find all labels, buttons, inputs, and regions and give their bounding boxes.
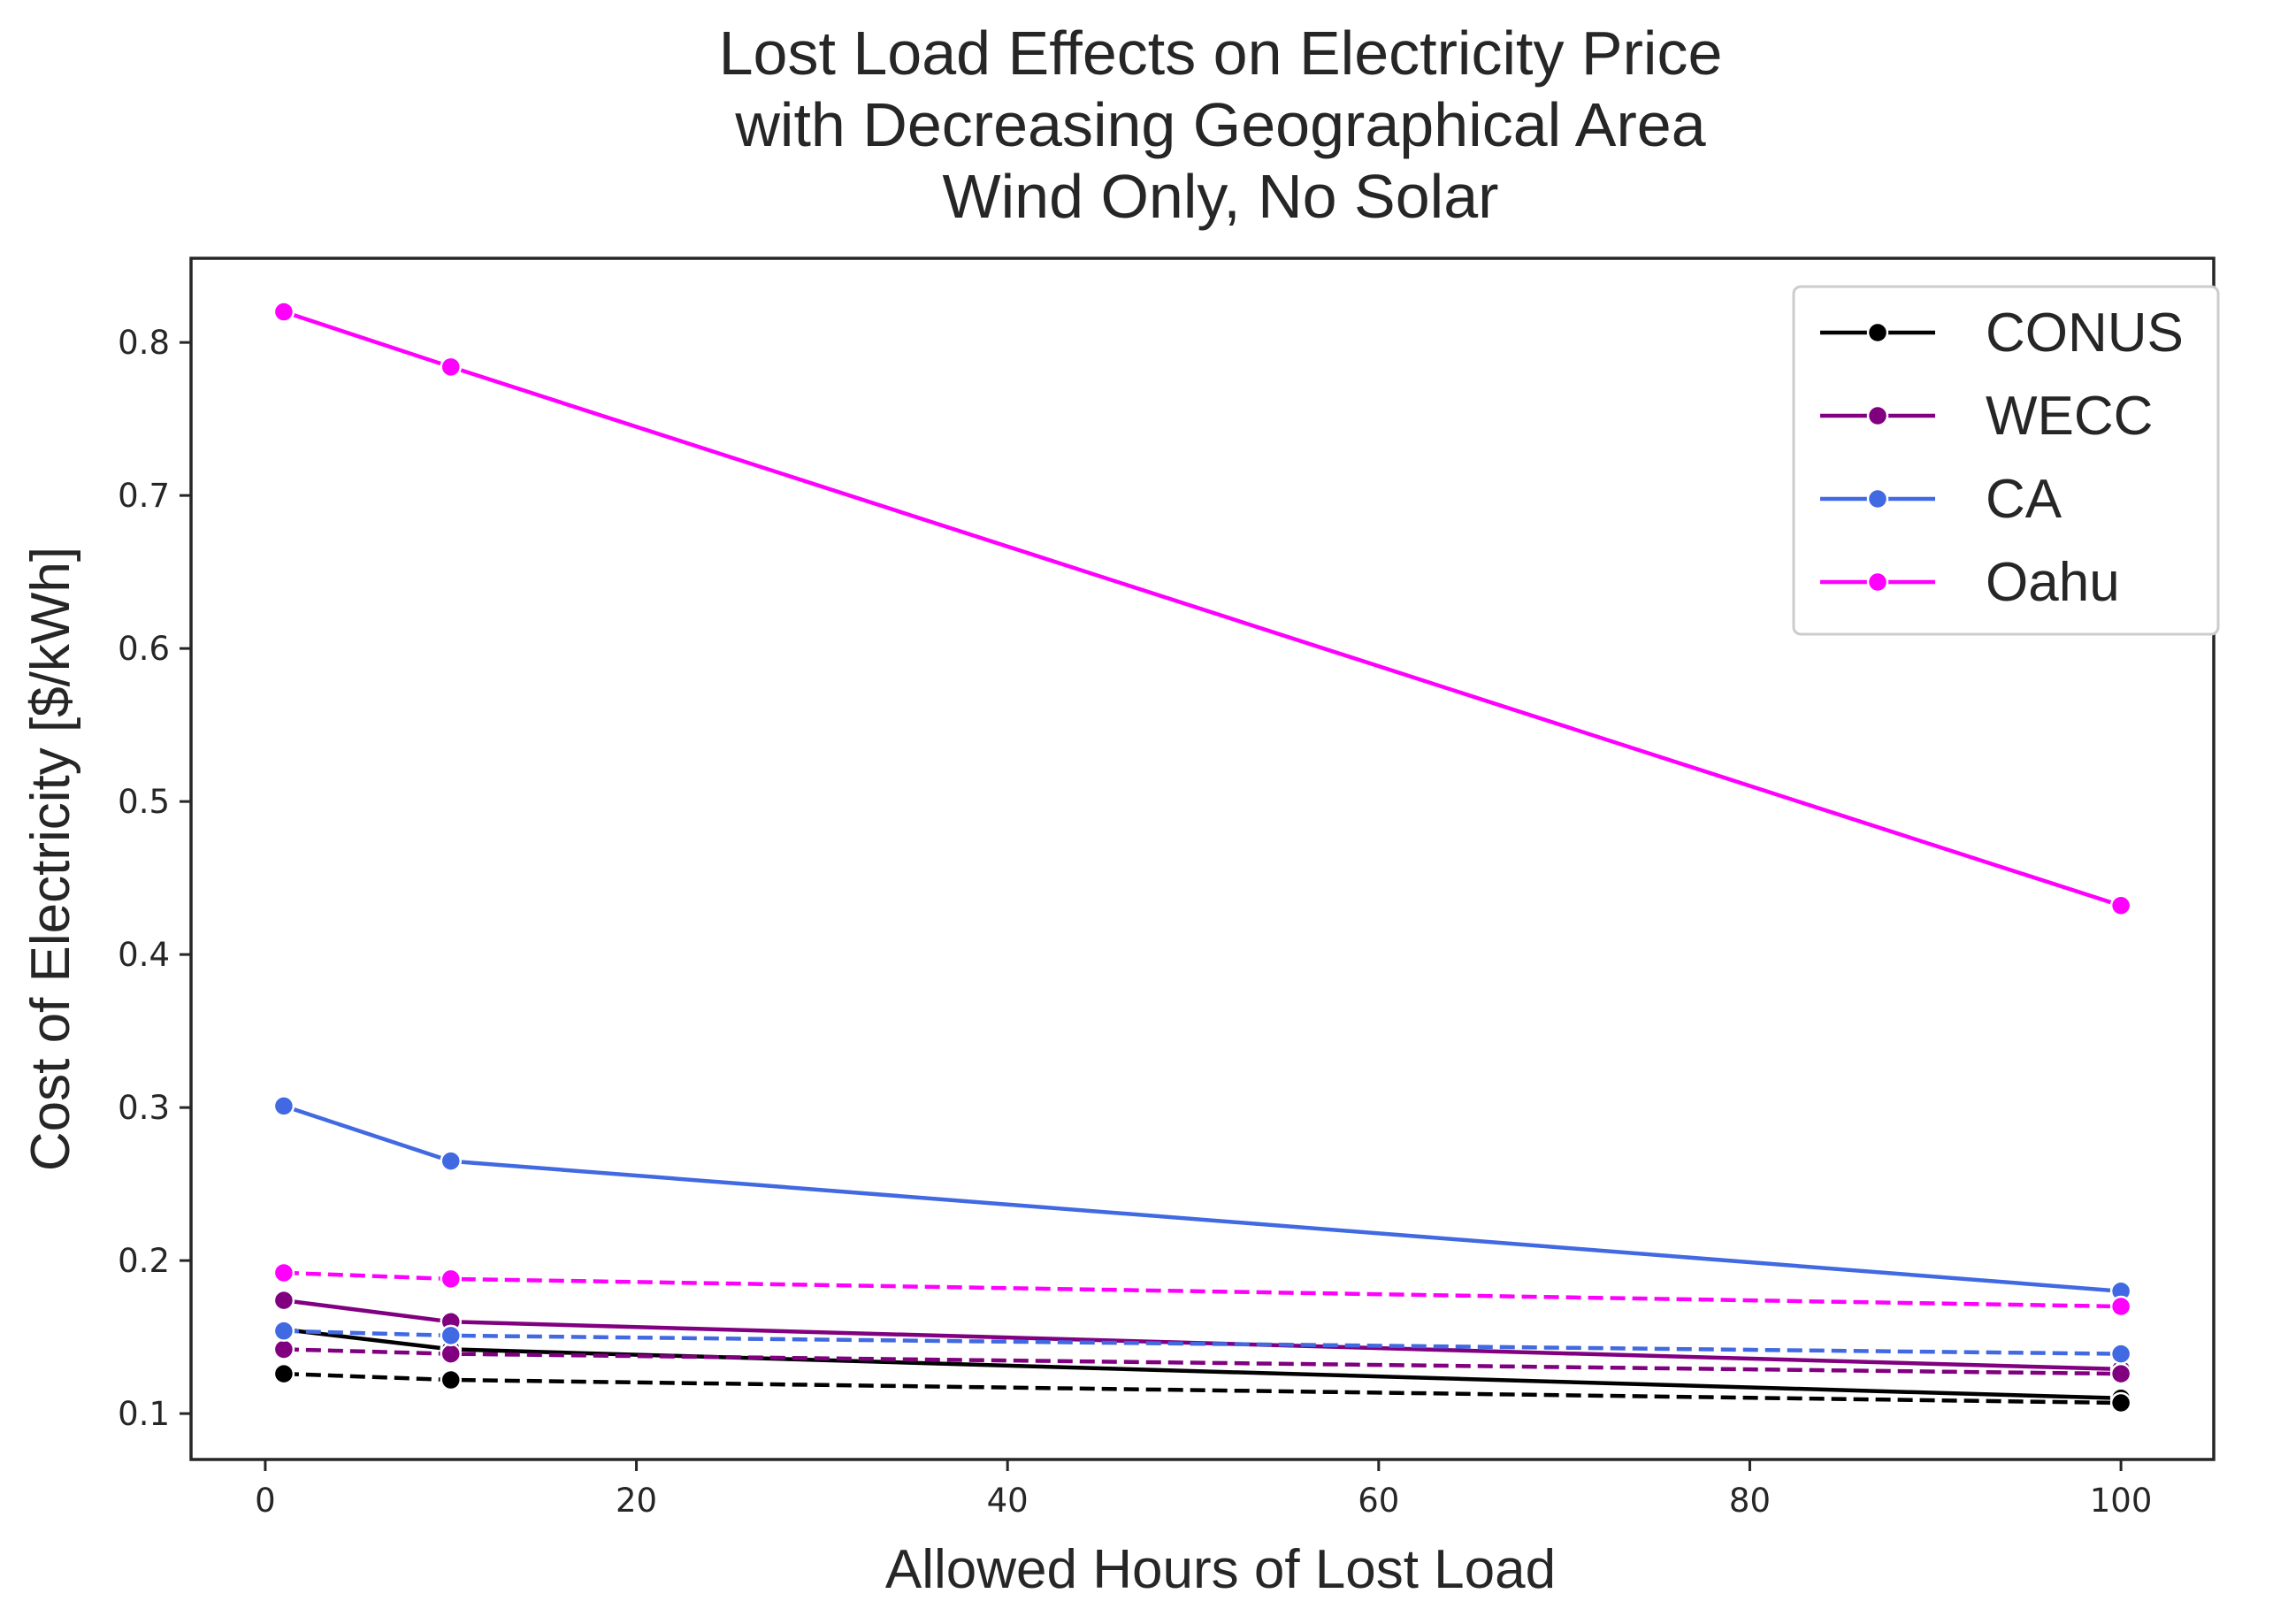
series-points	[272, 301, 2132, 1414]
data-point-unlabeled-dashed	[272, 1338, 295, 1360]
plot-area-frame	[189, 257, 2216, 1461]
data-point-unlabeled-dashed	[2109, 1343, 2132, 1365]
chart-title-line-2: with Decreasing Geographical Area	[734, 90, 1705, 159]
y-tick-label: 0.6	[118, 630, 170, 668]
x-tick-label: 60	[1358, 1482, 1399, 1520]
data-point-unlabeled-dashed	[272, 1320, 295, 1342]
data-point-oahu-solid	[2109, 894, 2132, 917]
legend-label-wecc: WECC	[1986, 386, 2153, 447]
x-axis-label: Allowed Hours of Lost Load	[885, 1539, 1556, 1600]
data-point-unlabeled-dashed	[272, 1362, 295, 1385]
y-tick-label: 0.4	[118, 936, 170, 974]
chart-title-line-3: Wind Only, No Solar	[943, 162, 1499, 231]
chart-title-line-1: Lost Load Effects on Electricity Price	[719, 19, 1723, 88]
data-point-unlabeled-dashed	[2109, 1391, 2132, 1414]
data-point-oahu-solid	[440, 356, 462, 379]
y-tick-label: 0.7	[118, 477, 170, 515]
x-tick-label: 100	[2090, 1482, 2153, 1520]
x-tick-label: 0	[255, 1482, 276, 1520]
data-point-wecc-solid	[272, 1289, 295, 1312]
data-point-unlabeled-dashed	[272, 1261, 295, 1284]
data-point-ca-solid	[272, 1095, 295, 1117]
x-tick-label: 80	[1729, 1482, 1771, 1520]
legend-label-oahu: Oahu	[1986, 552, 2120, 613]
legend-box	[1792, 285, 2220, 636]
data-point-unlabeled-dashed	[440, 1368, 462, 1391]
legend-marker-conus	[1866, 321, 1889, 344]
y-tick-label: 0.2	[118, 1242, 170, 1280]
legend: CONUS WECC CA Oahu	[1792, 285, 2220, 636]
x-tick-label: 40	[987, 1482, 1029, 1520]
legend-marker-wecc	[1866, 404, 1889, 427]
y-axis-label: Cost of Electricity [$/kWh]	[20, 547, 81, 1171]
y-tick-label: 0.8	[118, 324, 170, 362]
x-tick-label: 20	[616, 1482, 657, 1520]
y-tick-label: 0.1	[118, 1395, 170, 1433]
legend-label-conus: CONUS	[1986, 303, 2184, 364]
data-point-ca-solid	[440, 1150, 462, 1172]
data-point-unlabeled-dashed	[440, 1324, 462, 1347]
data-point-unlabeled-dashed	[440, 1343, 462, 1365]
legend-marker-ca	[1866, 487, 1889, 510]
axis-ticks: 0 20 40 60 80 100 0.1 0.2 0.3 0.4 0.5 0.6 0.7 0.8	[118, 324, 2152, 1520]
data-point-oahu-solid	[272, 301, 295, 323]
y-tick-label: 0.3	[118, 1089, 170, 1127]
data-point-unlabeled-dashed	[2109, 1295, 2132, 1318]
y-tick-label: 0.5	[118, 783, 170, 821]
legend-label-ca: CA	[1986, 469, 2063, 530]
data-point-unlabeled-dashed	[440, 1268, 462, 1291]
legend-marker-oahu	[1866, 571, 1889, 594]
series-line-unlabeled-dashed	[283, 1270, 2122, 1309]
series-line-unlabeled-dashed	[283, 1329, 2122, 1356]
chart-title: Lost Load Effects on Electricity Price w…	[719, 19, 1723, 231]
data-point-unlabeled-dashed	[2109, 1362, 2132, 1385]
series-line-ca-solid	[283, 1104, 2122, 1293]
